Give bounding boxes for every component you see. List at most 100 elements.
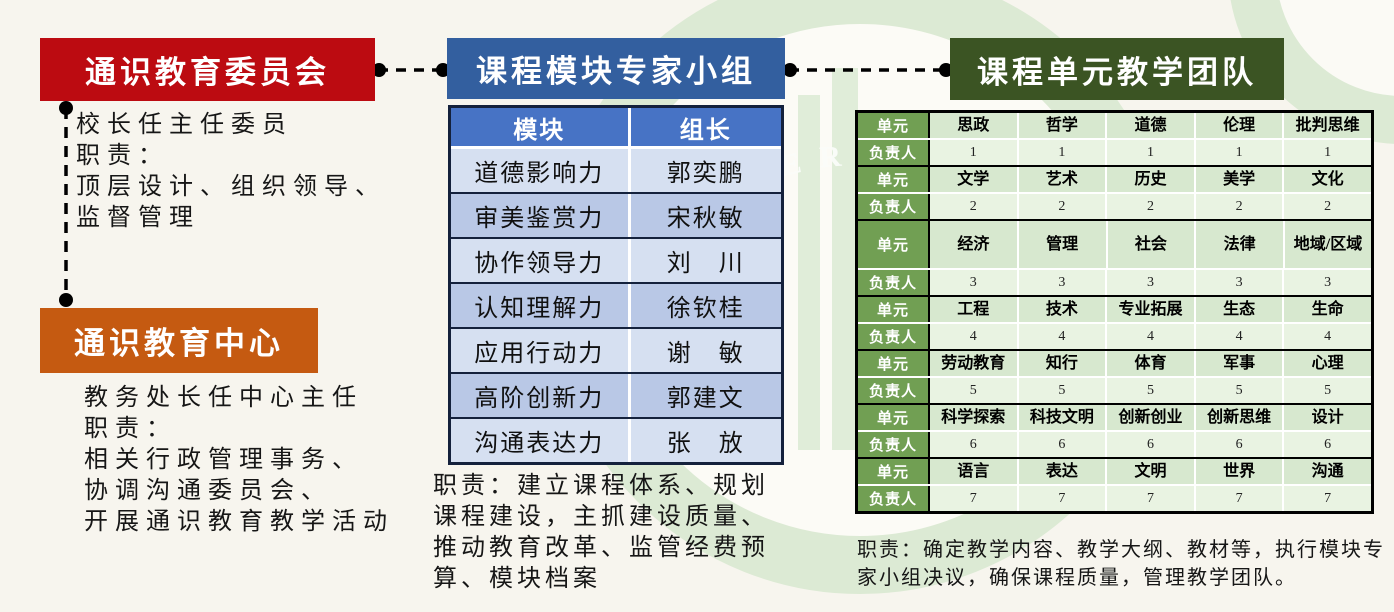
leader-cell: 3 <box>930 270 1017 295</box>
module-leader-table: 模块 组长 道德影响力 郭奕鹏 审美鉴赏力 宋秋敏 协作领导力 刘 川 认知理解… <box>448 105 784 465</box>
unit-cell: 哲学 <box>1016 113 1106 138</box>
center-title-box: 通识教育中心 <box>40 308 318 373</box>
row-label-unit: 单元 <box>858 459 930 484</box>
unit-cell: 伦理 <box>1193 113 1283 138</box>
committee-description: 校长任主任委员 职责： 顶层设计、组织领导、 监督管理 <box>76 110 386 234</box>
leader-row: 负责人 6 6 6 6 6 <box>858 430 1371 457</box>
seal-tower-bar <box>798 95 820 450</box>
leader-cell: 4 <box>1193 324 1283 349</box>
leader-row: 负责人 1 1 1 1 1 <box>858 138 1371 165</box>
leader-cell: 7 <box>1105 486 1194 511</box>
leader-cell: 6 <box>1193 432 1283 457</box>
leader-cell: 刘 川 <box>630 239 781 282</box>
unit-cell: 管理 <box>1016 221 1106 268</box>
leader-cell: 徐钦桂 <box>630 284 781 327</box>
leader-cell: 3 <box>1282 270 1371 295</box>
unit-cell: 表达 <box>1016 459 1106 484</box>
row-label-unit: 单元 <box>858 221 930 268</box>
leader-row: 负责人 2 2 2 2 2 <box>858 192 1371 219</box>
center-title: 通识教育中心 <box>74 326 284 361</box>
leader-cell: 7 <box>930 486 1017 511</box>
unit-cell: 体育 <box>1105 351 1194 376</box>
center-desc-line: 教务处长任中心主任 <box>84 385 363 411</box>
unit-group-6: 单元 科学探索 科技文明 创新创业 创新思维 设计 负责人 6 6 6 6 6 <box>858 403 1371 457</box>
module-cell: 协作领导力 <box>451 239 631 282</box>
unit-group-1: 单元 思政 哲学 道德 伦理 批判思维 负责人 1 1 1 1 1 <box>858 113 1371 165</box>
row-label-unit: 单元 <box>858 405 930 430</box>
unit-group-7: 单元 语言 表达 文明 世界 沟通 负责人 7 7 7 7 7 <box>858 457 1371 511</box>
unit-cell: 生命 <box>1282 297 1371 322</box>
committee-desc-line: 监督管理 <box>76 205 200 231</box>
leader-row: 负责人 3 3 3 3 3 <box>858 268 1371 295</box>
leader-cell: 张 放 <box>630 419 781 462</box>
unit-cell: 经济 <box>930 221 1017 268</box>
module-cell: 应用行动力 <box>451 329 631 372</box>
unit-cell: 军事 <box>1193 351 1283 376</box>
row-label-leader: 负责人 <box>858 432 930 457</box>
leader-cell: 5 <box>1016 378 1106 403</box>
leader-cell: 2 <box>1193 194 1283 219</box>
leader-cell: 2 <box>1282 194 1371 219</box>
leader-cell: 5 <box>1105 378 1194 403</box>
unit-cell: 艺术 <box>1016 167 1106 192</box>
committee-title-box: 通识教育委员会 <box>40 38 375 101</box>
table-row: 应用行动力 谢 敏 <box>451 327 781 372</box>
row-label-unit: 单元 <box>858 297 930 322</box>
module-cell: 道德影响力 <box>451 149 631 192</box>
table-row: 协作领导力 刘 川 <box>451 237 781 282</box>
leader-cell: 谢 敏 <box>630 329 781 372</box>
table-row: 道德影响力 郭奕鹏 <box>451 149 781 192</box>
leader-cell: 1 <box>930 140 1017 165</box>
unit-cell: 科学探索 <box>930 405 1017 430</box>
leader-cell: 4 <box>1282 324 1371 349</box>
unit-row: 单元 思政 哲学 道德 伦理 批判思维 <box>858 113 1371 138</box>
unit-cell: 批判思维 <box>1282 113 1371 138</box>
module-table-header-row: 模块 组长 <box>451 108 781 149</box>
unit-group-2: 单元 文学 艺术 历史 美学 文化 负责人 2 2 2 2 2 <box>858 165 1371 219</box>
unit-cell: 心理 <box>1282 351 1371 376</box>
module-cell: 审美鉴赏力 <box>451 194 631 237</box>
row-label-leader: 负责人 <box>858 270 930 295</box>
module-cell: 沟通表达力 <box>451 419 631 462</box>
unit-group-3: 单元 经济 管理 社会 法律 地域/区域 负责人 3 3 3 3 3 <box>858 219 1371 295</box>
table-row: 审美鉴赏力 宋秋敏 <box>451 192 781 237</box>
leader-cell: 郭建文 <box>630 374 781 417</box>
row-label-leader: 负责人 <box>858 324 930 349</box>
unit-cell: 技术 <box>1016 297 1106 322</box>
module-cell: 认知理解力 <box>451 284 631 327</box>
center-desc-line: 职责： <box>84 416 177 442</box>
leader-cell: 1 <box>1016 140 1106 165</box>
leader-row: 负责人 4 4 4 4 4 <box>858 322 1371 349</box>
leader-cell: 6 <box>930 432 1017 457</box>
row-label-unit: 单元 <box>858 351 930 376</box>
leader-cell: 3 <box>1016 270 1106 295</box>
module-group-title-box: 课程模块专家小组 <box>447 38 785 99</box>
unit-cell: 劳动教育 <box>930 351 1017 376</box>
leader-cell: 1 <box>1282 140 1371 165</box>
connector-dot <box>783 63 797 77</box>
leader-cell: 2 <box>930 194 1017 219</box>
module-group-title: 课程模块专家小组 <box>476 54 756 89</box>
row-label-unit: 单元 <box>858 113 930 138</box>
unit-row: 单元 工程 技术 专业拓展 生态 生命 <box>858 297 1371 322</box>
unit-cell: 美学 <box>1193 167 1283 192</box>
module-group-duty-text: 职责：建立课程体系、规划课程建设，主抓建设质量、推动教育改革、监管经费预算、模块… <box>433 473 769 592</box>
unit-team-title: 课程单元教学团队 <box>977 54 1257 90</box>
unit-row: 单元 经济 管理 社会 法律 地域/区域 <box>858 221 1371 268</box>
center-desc-line: 协调沟通委员会、 <box>84 478 332 504</box>
module-cell: 高阶创新力 <box>451 374 631 417</box>
leader-cell: 6 <box>1105 432 1194 457</box>
connector-dot <box>59 101 73 115</box>
connector-dot <box>59 293 73 307</box>
unit-row: 单元 科学探索 科技文明 创新创业 创新思维 设计 <box>858 405 1371 430</box>
row-label-leader: 负责人 <box>858 378 930 403</box>
unit-row: 单元 语言 表达 文明 世界 沟通 <box>858 459 1371 484</box>
leader-cell: 2 <box>1105 194 1194 219</box>
leader-row: 负责人 7 7 7 7 7 <box>858 484 1371 511</box>
unit-cell: 文学 <box>930 167 1017 192</box>
leader-cell: 3 <box>1193 270 1283 295</box>
unit-cell: 地域/区域 <box>1283 221 1371 268</box>
leader-cell: 6 <box>1016 432 1106 457</box>
unit-cell: 工程 <box>930 297 1017 322</box>
unit-team-duty-text: 职责：确定教学内容、教学大纲、教材等，执行模块专家小组决议，确保课程质量，管理教… <box>857 539 1385 589</box>
